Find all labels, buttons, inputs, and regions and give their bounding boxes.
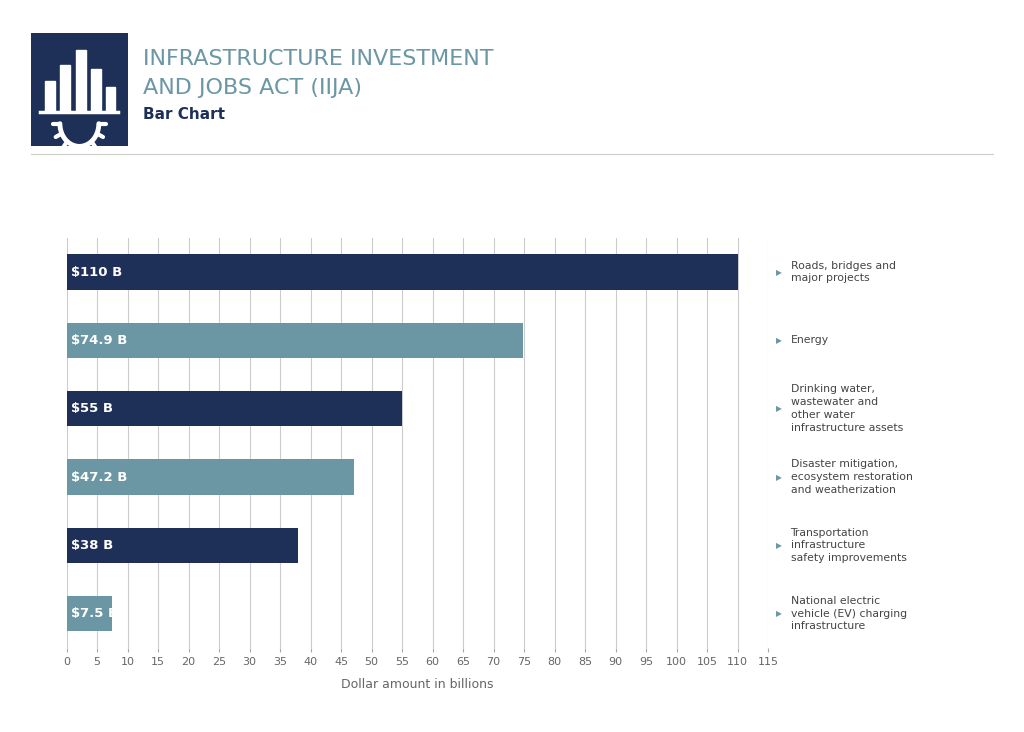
Text: ▶: ▶ <box>776 609 782 618</box>
Text: 7.5 B: 7.5 B <box>80 607 118 620</box>
Bar <box>67 391 402 427</box>
Text: $: $ <box>72 539 81 552</box>
Bar <box>67 323 523 358</box>
Bar <box>67 528 298 563</box>
Text: Roads, bridges and
major projects: Roads, bridges and major projects <box>791 261 896 283</box>
Text: INFRASTRUCTURE INVESTMENT: INFRASTRUCTURE INVESTMENT <box>143 48 494 69</box>
Text: Drinking water,
wastewater and
other water
infrastructure assets: Drinking water, wastewater and other wat… <box>791 384 903 433</box>
Text: ▶: ▶ <box>776 336 782 345</box>
Bar <box>45 81 55 112</box>
Text: Disaster mitigation,
ecosystem restoration
and weatherization: Disaster mitigation, ecosystem restorati… <box>791 459 912 495</box>
Text: ▶: ▶ <box>776 268 782 277</box>
Bar <box>59 64 70 112</box>
Text: $: $ <box>72 607 81 620</box>
Text: 38 B: 38 B <box>80 539 114 552</box>
Text: 74.9 B: 74.9 B <box>80 334 127 347</box>
Text: ▶: ▶ <box>776 404 782 413</box>
Bar <box>105 87 116 112</box>
Bar <box>67 459 354 495</box>
Text: Transportation
infrastructure
safety improvements: Transportation infrastructure safety imp… <box>791 528 906 563</box>
Text: 47.2 B: 47.2 B <box>80 471 127 484</box>
Text: National electric
vehicle (EV) charging
infrastructure: National electric vehicle (EV) charging … <box>791 596 906 632</box>
Bar <box>67 254 737 290</box>
Text: Bar Chart: Bar Chart <box>143 108 225 122</box>
Text: $: $ <box>72 266 81 279</box>
Text: $: $ <box>72 471 81 484</box>
Text: 55 B: 55 B <box>80 402 113 415</box>
Text: ▶: ▶ <box>776 473 782 482</box>
Bar <box>91 70 100 112</box>
Bar <box>77 50 86 112</box>
Text: $: $ <box>72 402 81 415</box>
X-axis label: Dollar amount in billions: Dollar amount in billions <box>341 678 494 691</box>
Text: $: $ <box>72 334 81 347</box>
Bar <box>67 596 113 632</box>
Text: Energy: Energy <box>791 335 828 346</box>
Text: ▶: ▶ <box>776 541 782 550</box>
Text: AND JOBS ACT (IIJA): AND JOBS ACT (IIJA) <box>143 78 362 98</box>
Text: 110 B: 110 B <box>80 266 122 279</box>
